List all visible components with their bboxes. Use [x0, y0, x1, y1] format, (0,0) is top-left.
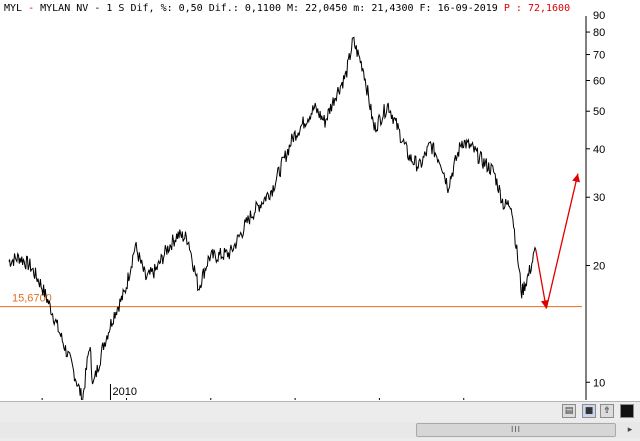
x-extra-label: 2010	[112, 386, 136, 398]
header-p-label: P	[503, 3, 510, 14]
y-tick-label: 10	[593, 377, 605, 389]
chart-header: MYL - MYLAN NV - 1 S Dif, %: 0,50 Dif.: …	[4, 3, 571, 14]
header-dif-abs: Dif	[130, 3, 149, 14]
trend-arrow-line	[545, 173, 579, 309]
trend-arrow-line	[535, 249, 547, 309]
header-name: MYLAN NV	[40, 3, 89, 14]
pin-icon[interactable]: ⇮	[600, 404, 614, 418]
price-chart[interactable]: 1020304050607080902008201020122014201620…	[0, 0, 640, 400]
y-tick-label: 20	[593, 261, 605, 273]
price-series-line	[8, 36, 537, 400]
scroll-thumb[interactable]: III	[416, 423, 616, 437]
header-dif: Dif.: 0,1100	[208, 3, 281, 14]
trend-arrow-head	[572, 173, 580, 183]
y-tick-label: 70	[593, 50, 605, 62]
y-tick-label: 50	[593, 106, 605, 118]
header-symbol: MYL	[4, 3, 23, 14]
y-tick-label-top: 90	[593, 10, 605, 22]
y-tick-label: 30	[593, 192, 605, 204]
header-separator-2: -	[88, 3, 107, 14]
header-date: F: 16-09-2019	[419, 3, 498, 14]
header-max: M: 22,0450	[287, 3, 348, 14]
header-p-value: : 72,1600	[515, 3, 571, 14]
window-controls: ▤ ■ ⇮	[556, 402, 640, 420]
support-line-label: 15,6700	[12, 293, 52, 305]
save-icon[interactable]: ■	[582, 404, 596, 418]
scroll-right-arrow-icon[interactable]: ▸	[627, 425, 633, 435]
y-tick-label: 40	[593, 144, 605, 156]
y-tick-label: 60	[593, 76, 605, 88]
header-min: m: 21,4300	[353, 3, 414, 14]
color-square-icon[interactable]	[620, 404, 634, 418]
header-separator: -	[22, 3, 41, 14]
y-tick-label: 80	[593, 27, 605, 39]
header-period: 1 S	[106, 3, 125, 14]
plot-area	[0, 16, 586, 400]
header-percent: %: 0,50	[160, 3, 203, 14]
chart-type-icon[interactable]: ▤	[562, 404, 576, 418]
